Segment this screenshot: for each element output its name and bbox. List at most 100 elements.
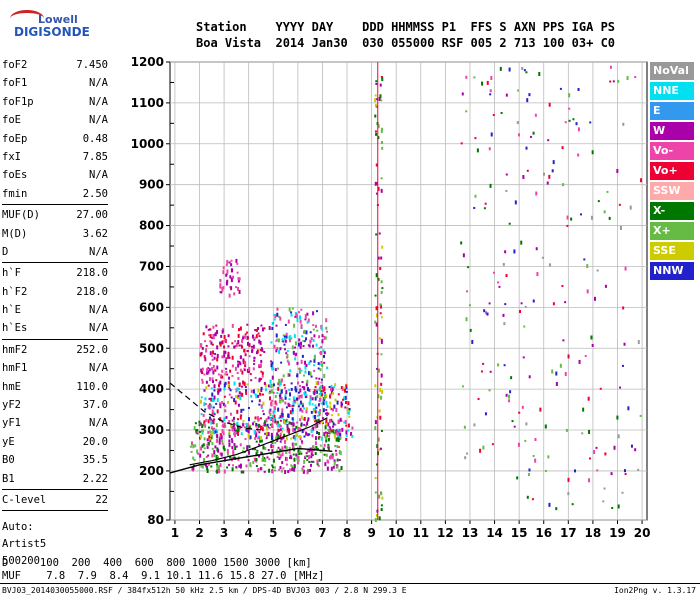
echo-point	[285, 457, 288, 462]
echo-point	[279, 347, 282, 351]
echo-point	[310, 463, 313, 467]
echo-point	[274, 400, 277, 405]
echo-point	[220, 334, 223, 338]
echo-point	[286, 354, 289, 359]
echo-point	[190, 441, 193, 446]
echo-point	[561, 284, 564, 287]
echo-point	[247, 417, 250, 422]
echo-point	[271, 399, 274, 402]
echo-point	[474, 137, 477, 140]
echo-point	[209, 434, 212, 437]
x-tick-label: 14	[486, 526, 503, 540]
echo-point	[513, 249, 516, 254]
param-name: hmF1	[2, 362, 28, 375]
logo-line2: DIGISONDE	[14, 25, 90, 39]
echo-point	[253, 356, 256, 359]
echo-point	[345, 386, 348, 390]
echo-point	[604, 284, 607, 288]
echo-point	[313, 334, 316, 338]
echo-point	[231, 446, 234, 450]
echo-point	[326, 431, 329, 434]
echo-point	[309, 339, 312, 344]
echo-point	[305, 382, 308, 387]
echo-point	[333, 386, 336, 389]
params-group-1: foF2 7.450 foF1 N/A foF1p N/A foE N/A foEp 0.48 fx…	[2, 56, 108, 203]
echo-point	[375, 132, 378, 136]
y-tick-label: 1100	[131, 96, 164, 110]
echo-point	[286, 430, 289, 433]
echo-point	[375, 322, 378, 327]
version-info: Ion2Png v. 1.3.17	[614, 586, 696, 595]
echo-point	[266, 456, 269, 459]
echo-point	[328, 429, 331, 433]
echo-point	[236, 387, 239, 392]
echo-point	[290, 337, 293, 340]
echo-point	[319, 397, 322, 402]
echo-point	[508, 399, 511, 403]
echo-point	[326, 412, 329, 417]
echo-point	[288, 398, 291, 401]
echo-point	[211, 377, 214, 381]
echo-point	[281, 408, 284, 413]
echo-point	[251, 349, 254, 352]
echo-point	[637, 340, 640, 345]
echo-point	[307, 433, 310, 437]
echo-point	[247, 429, 250, 434]
echo-point	[319, 389, 322, 392]
echo-point	[313, 364, 316, 367]
echo-point	[227, 345, 230, 348]
echo-point	[275, 324, 278, 327]
echo-point	[201, 367, 204, 371]
echo-point	[508, 67, 511, 72]
echo-point	[279, 425, 282, 428]
echo-point	[252, 367, 255, 371]
echo-point	[227, 334, 230, 338]
param-value: N/A	[89, 245, 108, 258]
echo-point	[212, 406, 215, 409]
echo-point	[284, 337, 287, 341]
echo-point	[596, 269, 599, 272]
echo-point	[552, 302, 555, 306]
echo-point	[460, 241, 463, 245]
echo-point	[380, 141, 383, 145]
param-name: B1	[2, 472, 15, 485]
echo-point	[229, 424, 232, 427]
echo-point	[380, 382, 383, 386]
echo-point	[332, 425, 335, 428]
echo-point	[323, 443, 326, 447]
echo-point	[277, 428, 280, 432]
echo-point	[261, 452, 264, 455]
echo-point	[310, 460, 313, 463]
echo-point	[305, 409, 308, 414]
legend-entry: NNE	[650, 82, 694, 100]
echo-point	[311, 454, 314, 457]
echo-point	[291, 404, 294, 407]
echo-point	[294, 341, 297, 346]
echo-point	[251, 334, 254, 339]
echo-point	[313, 355, 316, 360]
echo-point	[221, 439, 224, 443]
echo-point	[330, 430, 333, 433]
echo-point	[203, 389, 206, 392]
echo-point	[321, 419, 324, 424]
echo-point	[189, 445, 192, 448]
legend-entry: X-	[650, 202, 694, 220]
x-tick-label: 2	[195, 526, 203, 540]
echo-point	[204, 408, 207, 411]
param-row: foF1 N/A	[2, 74, 108, 92]
echo-point	[374, 491, 377, 494]
echo-point	[327, 422, 330, 427]
echo-point	[253, 362, 256, 365]
echo-point	[278, 315, 281, 318]
echo-point	[216, 430, 219, 434]
echo-point	[294, 436, 297, 441]
echo-point	[220, 433, 223, 437]
echo-point	[323, 453, 326, 456]
echo-point	[503, 322, 506, 326]
echo-point	[229, 412, 232, 416]
echo-point	[255, 433, 258, 438]
echo-point	[337, 446, 340, 449]
param-value: 3.62	[82, 227, 108, 240]
echo-point	[252, 389, 255, 394]
echo-point	[246, 446, 249, 451]
